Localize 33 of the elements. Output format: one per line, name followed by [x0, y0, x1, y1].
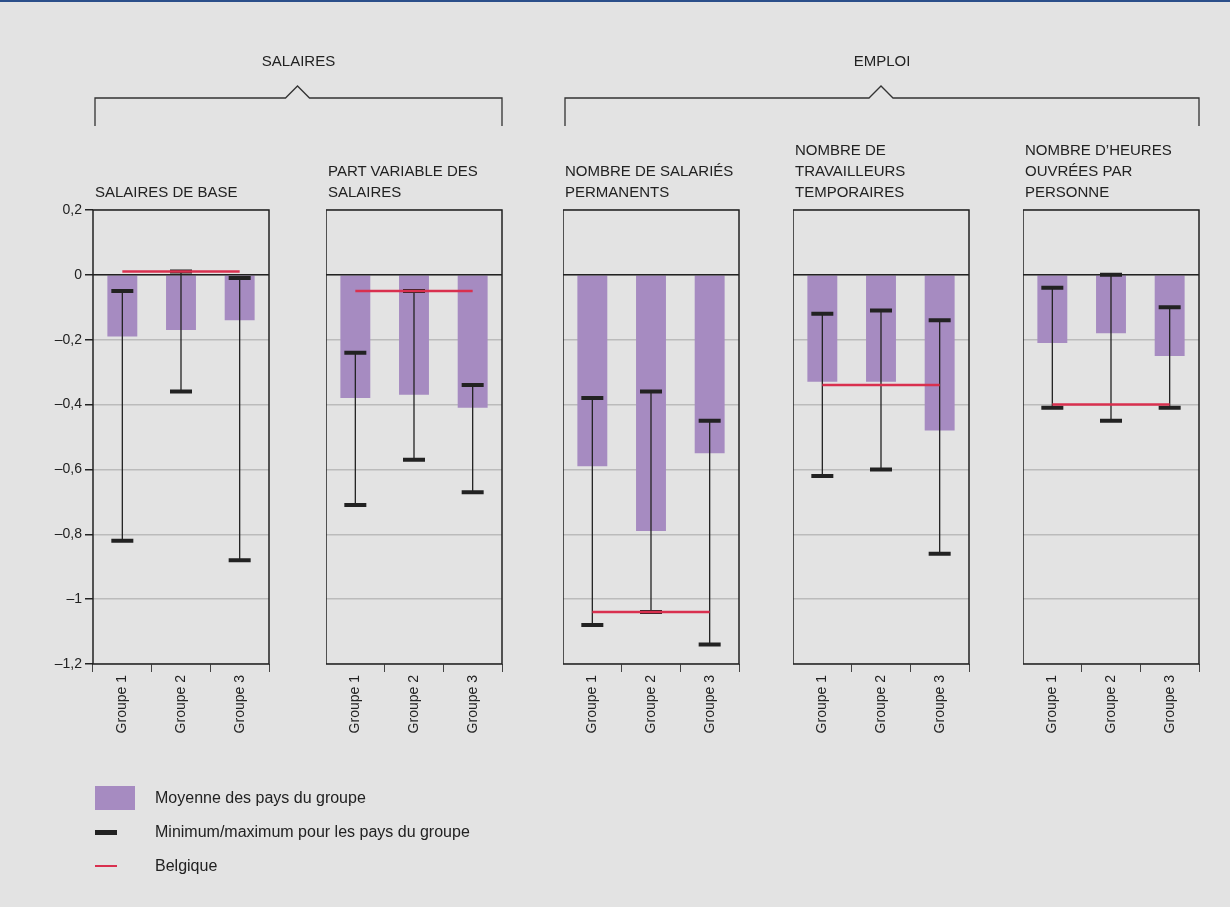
x-tick-label: Groupe 3 [1160, 674, 1177, 734]
y-tick-label: –0,6 [54, 460, 83, 477]
x-tick-label: Groupe 3 [930, 674, 947, 734]
x-tick-label: Groupe 1 [583, 674, 600, 734]
x-tick-label: Groupe 3 [463, 674, 480, 734]
chart-title: PART VARIABLE DES SALAIRES [328, 161, 479, 202]
x-tick-label: Groupe 1 [1043, 674, 1060, 734]
text: Minimum/maximum pour les pays du groupe [155, 823, 470, 841]
chart-title: NOMBRE DE SALARIÉS PERMANENTS [565, 161, 735, 202]
x-tick-label: Groupe 3 [230, 674, 247, 734]
text: EMPLOI [852, 52, 912, 69]
chart-title: SALAIRES DE BASE [95, 182, 239, 202]
legend-label: Moyenne des pays du groupe [155, 789, 366, 807]
x-tick-label: Groupe 3 [700, 674, 717, 734]
text: SALAIRES [260, 52, 337, 69]
chart-title: NOMBRE D’HEURES OUVRÉES PAR PERSONNE [1025, 140, 1173, 202]
y-tick-label: –0,4 [54, 395, 83, 412]
x-tick-label: Groupe 2 [641, 674, 658, 734]
x-tick-label: Groupe 2 [171, 674, 188, 734]
x-tick-label: Groupe 2 [1101, 674, 1118, 734]
chart-title: NOMBRE DE TRAVAILLEURS TEMPORAIRES [795, 140, 907, 202]
y-tick-label: –1,2 [54, 654, 83, 671]
y-tick-label: –0,2 [54, 330, 83, 347]
x-tick-label: Groupe 1 [113, 674, 130, 734]
y-tick-label: –1 [66, 590, 83, 606]
y-tick-label: 0,2 [62, 200, 83, 217]
y-tick-label: –0,8 [54, 525, 83, 542]
legend-label: Belgique [155, 857, 218, 875]
x-tick-label: Groupe 1 [346, 674, 363, 734]
x-tick-label: Groupe 1 [813, 674, 830, 734]
y-tick-label: 0 [74, 265, 83, 282]
x-tick-label: Groupe 2 [404, 674, 421, 734]
x-tick-label: Groupe 2 [871, 674, 888, 734]
